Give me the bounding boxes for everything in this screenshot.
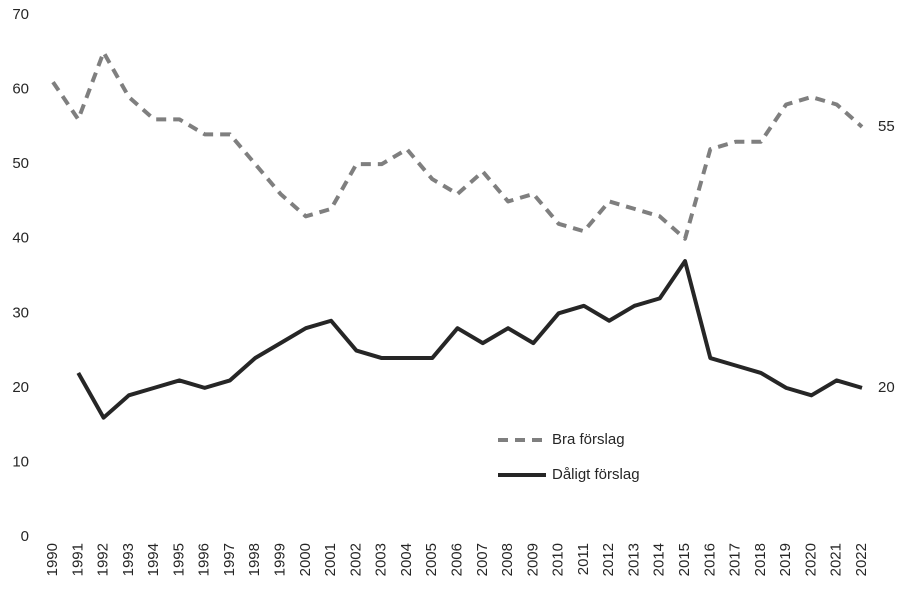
y-tick-label: 60 [12,81,29,98]
y-tick-label: 20 [12,379,29,396]
x-tick-label: 1995 [170,543,187,576]
x-tick-label: 2005 [423,543,440,576]
x-tick-label: 2008 [499,543,516,576]
x-tick-label: 1997 [221,543,238,576]
x-tick-label: 2017 [727,543,744,576]
y-tick-label: 70 [12,6,29,23]
end-label: 20 [878,379,895,396]
x-tick-label: 2022 [853,543,870,576]
y-tick-label: 0 [21,528,29,545]
x-tick-label: 1992 [95,543,112,576]
x-tick-label: 1991 [69,543,86,576]
y-tick-label: 30 [12,304,29,321]
x-tick-label: 2018 [752,543,769,576]
x-tick-label: 1996 [196,543,213,576]
x-tick-label: 1994 [145,543,162,576]
x-tick-label: 1998 [246,543,263,576]
x-tick-label: 2010 [550,543,567,576]
x-tick-label: 2004 [398,543,415,576]
y-tick-label: 40 [12,230,29,247]
x-tick-label: 2021 [828,543,845,576]
x-tick-label: 2007 [474,543,491,576]
x-tick-label: 2011 [575,543,592,575]
x-tick-label: 2019 [777,543,794,576]
x-tick-label: 2006 [448,543,465,576]
x-tick-label: 2014 [651,543,668,576]
x-tick-label: 2013 [625,543,642,576]
x-tick-label: 2015 [676,543,693,576]
legend-label: Dåligt förslag [552,466,640,483]
x-tick-label: 2012 [600,543,617,576]
x-tick-label: 1999 [272,543,289,576]
y-tick-label: 10 [12,453,29,470]
x-tick-label: 2016 [701,543,718,576]
y-tick-label: 50 [12,155,29,172]
x-tick-label: 2000 [297,543,314,576]
x-tick-label: 1993 [120,543,137,576]
x-tick-label: 2001 [322,543,339,576]
x-tick-label: 2020 [802,543,819,576]
legend-label: Bra förslag [552,431,625,448]
x-tick-label: 2002 [347,543,364,576]
series-line [51,50,864,241]
x-tick-label: 2003 [373,543,390,576]
x-tick-label: 2009 [524,543,541,576]
end-label: 55 [878,118,895,135]
series-line [76,259,863,420]
x-tick-label: 1990 [44,543,61,576]
